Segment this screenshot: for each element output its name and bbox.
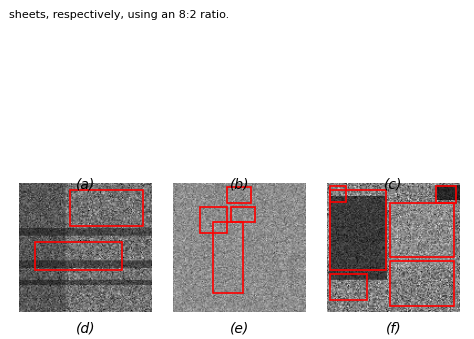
- Bar: [330, 190, 386, 270]
- Bar: [437, 186, 456, 203]
- Bar: [70, 190, 143, 226]
- Text: (c): (c): [384, 178, 402, 192]
- Bar: [227, 187, 251, 203]
- Text: sheets, respectively, using an 8:2 ratio.: sheets, respectively, using an 8:2 ratio…: [9, 10, 230, 20]
- Text: (a): (a): [76, 178, 95, 192]
- Text: (b): (b): [229, 178, 249, 192]
- Bar: [200, 207, 227, 233]
- Text: (e): (e): [230, 322, 249, 336]
- Text: (d): (d): [75, 322, 95, 336]
- Bar: [213, 222, 243, 293]
- Bar: [231, 207, 255, 222]
- Bar: [390, 203, 454, 257]
- Bar: [390, 261, 454, 306]
- Bar: [330, 274, 367, 300]
- Text: (f): (f): [386, 322, 401, 336]
- Bar: [330, 186, 346, 202]
- Bar: [36, 242, 122, 270]
